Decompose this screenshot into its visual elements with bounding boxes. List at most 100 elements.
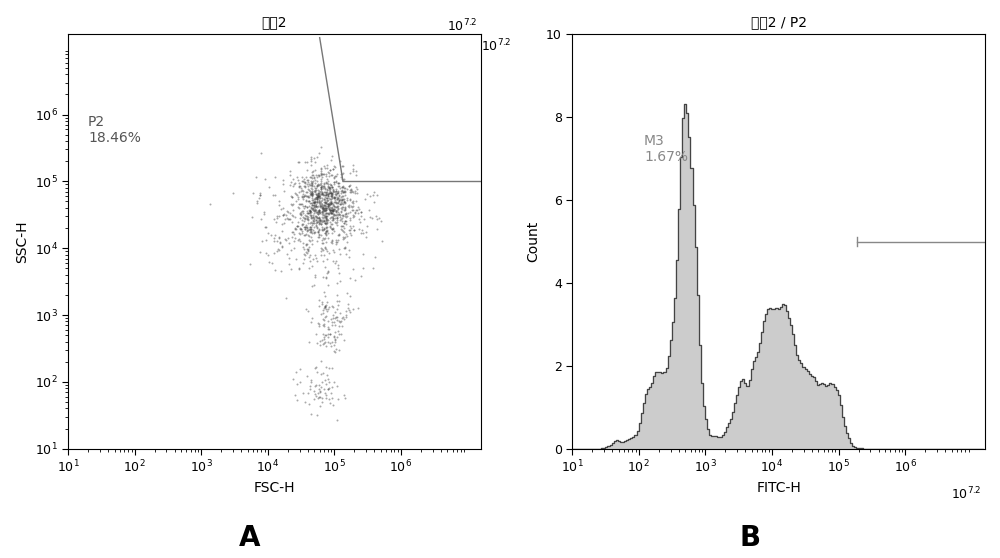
Point (313, 230, 329, 239)
Point (312, 193, 328, 202)
Point (322, 339, 338, 348)
Point (309, 190, 325, 199)
Point (327, 321, 343, 330)
Point (310, 207, 326, 216)
Point (329, 416, 345, 425)
Point (287, 224, 303, 233)
Point (314, 200, 330, 209)
Point (287, 213, 303, 222)
Point (317, 206, 333, 215)
Point (321, 183, 337, 192)
Point (291, 181, 307, 190)
Point (318, 213, 334, 222)
Point (342, 185, 358, 194)
Point (346, 225, 362, 234)
Point (306, 198, 322, 207)
Point (323, 237, 339, 246)
Point (333, 199, 349, 208)
Point (311, 196, 327, 205)
Point (295, 195, 311, 204)
Point (311, 206, 327, 215)
Point (324, 199, 340, 208)
Point (303, 233, 319, 242)
Point (331, 317, 347, 326)
Point (323, 198, 339, 207)
Point (295, 388, 311, 397)
Point (285, 175, 301, 184)
Point (346, 211, 362, 220)
Point (305, 213, 321, 222)
Point (318, 211, 334, 220)
Point (267, 230, 283, 239)
Point (343, 224, 359, 233)
Point (315, 213, 331, 222)
Point (305, 204, 321, 213)
Point (327, 218, 343, 227)
Point (317, 185, 333, 194)
Point (309, 181, 325, 190)
Point (306, 198, 322, 206)
Point (295, 206, 311, 215)
Point (283, 177, 299, 186)
Point (349, 185, 365, 194)
Point (260, 251, 276, 259)
Point (343, 202, 359, 211)
Point (324, 208, 340, 217)
Point (320, 201, 336, 210)
Point (334, 192, 350, 201)
Point (294, 191, 310, 200)
Point (319, 227, 335, 235)
Point (307, 382, 323, 391)
Point (305, 200, 321, 209)
Point (319, 186, 335, 195)
Point (320, 333, 336, 342)
Point (322, 187, 338, 196)
Point (314, 225, 330, 234)
Point (317, 211, 333, 220)
Point (293, 200, 309, 209)
Point (271, 233, 287, 242)
Point (276, 186, 292, 195)
Point (318, 189, 334, 198)
Point (324, 209, 340, 218)
Point (304, 201, 320, 210)
Point (299, 208, 315, 217)
Point (330, 230, 346, 239)
Point (319, 247, 335, 256)
Point (309, 195, 325, 204)
Point (279, 207, 295, 216)
Point (318, 178, 334, 187)
Point (301, 263, 317, 272)
Point (303, 378, 319, 387)
Point (316, 216, 332, 225)
Point (297, 201, 313, 210)
Point (326, 333, 342, 341)
Point (345, 199, 361, 208)
Point (314, 195, 330, 204)
Point (323, 181, 339, 190)
Point (318, 331, 334, 340)
Point (316, 197, 332, 206)
Point (337, 183, 353, 192)
Point (316, 210, 332, 219)
Point (248, 173, 264, 182)
Point (317, 196, 333, 205)
Point (312, 203, 328, 211)
Point (312, 214, 328, 223)
Point (335, 191, 351, 200)
Point (252, 191, 268, 200)
Point (269, 237, 285, 246)
Point (330, 202, 346, 211)
Point (318, 380, 334, 389)
Point (341, 305, 357, 314)
Point (275, 203, 291, 212)
Point (332, 199, 348, 208)
Point (318, 216, 334, 225)
Point (303, 199, 319, 208)
Point (320, 228, 336, 237)
Point (321, 182, 337, 191)
Point (299, 202, 315, 211)
Point (316, 180, 332, 189)
Point (271, 197, 287, 206)
Point (314, 377, 330, 386)
